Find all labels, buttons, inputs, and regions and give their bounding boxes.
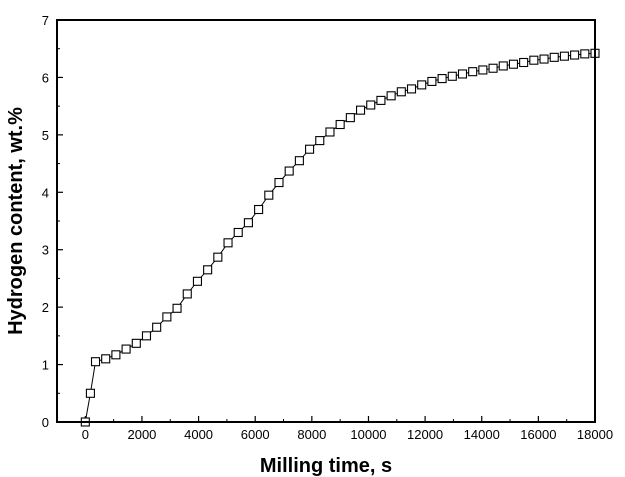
- data-point: [152, 322, 162, 332]
- data-point: [376, 95, 386, 105]
- data-point: [243, 218, 253, 228]
- y-axis-title: Hydrogen content, wt.%: [5, 107, 27, 335]
- data-point: [121, 344, 131, 354]
- data-point: [85, 388, 95, 398]
- data-point: [274, 177, 284, 188]
- data-point: [162, 312, 172, 322]
- data-point: [182, 289, 192, 299]
- data-point: [529, 55, 539, 65]
- x-tick-label: 8000: [297, 427, 326, 442]
- data-point: [580, 49, 590, 59]
- data-point: [233, 227, 243, 238]
- data-point: [549, 52, 559, 62]
- data-point: [101, 354, 111, 364]
- data-point: [355, 105, 366, 115]
- data-point: [508, 59, 519, 69]
- y-tick-label: 6: [42, 70, 49, 85]
- y-tick-label: 0: [42, 415, 49, 430]
- data-point: [386, 91, 396, 101]
- x-tick-label: 2000: [127, 427, 156, 442]
- x-tick-label: 14000: [464, 427, 500, 442]
- data-point: [284, 166, 294, 176]
- data-point: [111, 350, 121, 360]
- data-point: [294, 156, 304, 166]
- data-point: [427, 76, 437, 86]
- y-tick-label: 3: [42, 243, 49, 258]
- data-point: [447, 71, 457, 81]
- y-tick-label: 5: [42, 128, 49, 143]
- data-point: [417, 80, 427, 90]
- y-tick-label: 4: [42, 185, 49, 200]
- data-point: [254, 204, 264, 215]
- data-point: [457, 69, 468, 79]
- data-point: [141, 331, 152, 341]
- x-tick-label: 12000: [407, 427, 443, 442]
- data-point: [192, 276, 202, 286]
- data-point: [305, 144, 315, 154]
- y-tick-label: 7: [42, 13, 49, 28]
- data-point: [437, 74, 447, 84]
- data-point: [498, 61, 508, 71]
- x-axis-title: Milling time, s: [260, 455, 392, 477]
- data-point: [264, 190, 274, 200]
- data-point: [559, 51, 569, 61]
- data-point: [396, 87, 406, 97]
- series-layer: [80, 48, 600, 427]
- x-tick-label: 0: [82, 427, 89, 442]
- data-point: [345, 113, 355, 123]
- data-point: [539, 54, 549, 64]
- data-point: [213, 252, 223, 262]
- data-point: [478, 65, 488, 75]
- data-point: [366, 100, 376, 110]
- series-line: [84, 52, 596, 423]
- x-tick-label: 4000: [184, 427, 213, 442]
- data-point: [468, 67, 478, 77]
- y-tick-label: 1: [42, 358, 49, 373]
- x-tick-label: 10000: [350, 427, 386, 442]
- data-point: [223, 238, 233, 248]
- data-point: [203, 265, 213, 275]
- x-tick-label: 16000: [520, 427, 556, 442]
- y-tick-label: 2: [42, 300, 49, 315]
- data-point: [315, 136, 325, 146]
- data-point: [406, 84, 417, 94]
- plot-frame: [56, 19, 596, 423]
- x-tick-label: 18000: [577, 427, 613, 442]
- data-point: [488, 63, 498, 73]
- data-point: [519, 57, 529, 68]
- x-tick-label: 6000: [241, 427, 270, 442]
- data-point: [570, 50, 580, 60]
- ticks-layer: 0 2000 4000 6000 8000 10000 12000 14000 16000 180…: [42, 13, 613, 442]
- data-point: [172, 303, 182, 313]
- data-point: [335, 119, 345, 130]
- data-point: [90, 357, 101, 367]
- data-point: [131, 338, 141, 348]
- data-point: [325, 127, 335, 137]
